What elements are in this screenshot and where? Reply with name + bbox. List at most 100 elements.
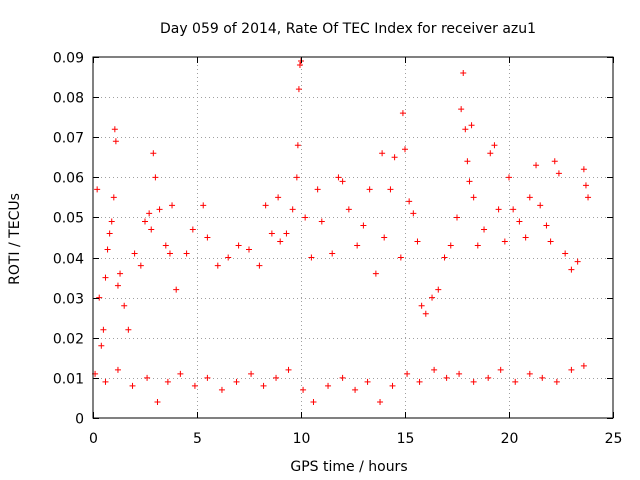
data-point: [481, 226, 488, 233]
data-point: [96, 294, 103, 301]
data-point: [414, 238, 421, 245]
data-point: [204, 234, 211, 241]
data-point: [462, 126, 469, 133]
data-point: [485, 374, 492, 381]
data-point: [325, 382, 332, 389]
data-point: [277, 238, 284, 245]
data-point: [364, 378, 371, 385]
x-axis-label: GPS time / hours: [290, 459, 407, 475]
data-point: [162, 242, 169, 249]
data-point: [491, 142, 498, 149]
data-point: [354, 242, 361, 249]
data-point: [121, 302, 128, 309]
data-point: [294, 142, 301, 149]
data-point: [533, 162, 540, 169]
data-point: [268, 230, 275, 237]
data-point: [416, 378, 423, 385]
data-point: [302, 214, 309, 221]
data-point: [352, 386, 359, 393]
data-point: [218, 386, 225, 393]
data-point: [406, 198, 413, 205]
data-point: [154, 398, 161, 405]
y-axis-label: ROTI / TECUs: [7, 193, 23, 285]
data-point: [273, 374, 280, 381]
data-point: [335, 174, 342, 181]
data-point: [173, 286, 180, 293]
data-point: [402, 146, 408, 153]
data-point: [300, 386, 307, 393]
data-point: [144, 374, 151, 381]
data-point: [296, 62, 303, 69]
data-point: [156, 206, 163, 213]
data-point: [574, 258, 581, 265]
data-point: [308, 254, 315, 261]
data-point: [389, 382, 396, 389]
data-point: [131, 250, 138, 257]
data-point: [150, 150, 157, 157]
data-point: [295, 86, 302, 93]
data-point: [102, 378, 109, 385]
data-point: [381, 234, 388, 241]
data-point: [256, 262, 263, 269]
data-point: [404, 370, 411, 377]
data-point: [289, 206, 296, 213]
x-tick-label: 5: [193, 431, 202, 447]
data-point: [512, 378, 519, 385]
data-point: [102, 274, 109, 281]
data-point: [379, 150, 386, 157]
data-point: [470, 194, 477, 201]
plot-frame: [92, 56, 614, 419]
y-axis-ticks: 0 0.01 0.02 0.03 0.04 0.05 0.06 0.07 0.08 0.09: [53, 51, 613, 428]
data-point: [454, 214, 460, 221]
data-point: [100, 326, 107, 333]
data-point: [431, 366, 438, 373]
data-point: [582, 182, 589, 189]
data-point: [177, 370, 184, 377]
data-point: [246, 246, 252, 253]
data-point: [104, 246, 111, 253]
data-point: [339, 178, 346, 185]
data-point: [114, 282, 121, 289]
data-point: [200, 202, 207, 209]
gridlines: [93, 57, 613, 418]
data-point: [506, 174, 512, 181]
data-point: [377, 398, 384, 405]
data-point: [460, 70, 467, 77]
data-point: [422, 310, 429, 317]
data-point: [262, 202, 269, 209]
data-point: [318, 218, 325, 225]
data-point: [562, 250, 569, 257]
data-point: [443, 374, 450, 381]
data-point: [148, 226, 155, 233]
data-point: [117, 270, 124, 277]
data-point: [293, 174, 300, 181]
data-point: [248, 370, 255, 377]
data-point: [360, 222, 367, 229]
data-point: [580, 362, 587, 369]
data-point: [580, 166, 587, 173]
data-point: [372, 270, 379, 277]
y-tick-label: 0.09: [53, 51, 84, 67]
data-point: [391, 154, 398, 161]
data-point: [191, 382, 198, 389]
x-tick-label: 15: [397, 431, 415, 447]
data-point: [539, 374, 546, 381]
data-point: [98, 342, 105, 349]
data-point: [111, 126, 118, 133]
data-point: [233, 378, 240, 385]
data-point: [275, 194, 282, 201]
data-point: [166, 250, 173, 257]
data-point: [108, 218, 115, 225]
data-point: [106, 230, 113, 237]
data-point: [510, 206, 517, 213]
data-point: [537, 202, 544, 209]
data-point: [146, 210, 153, 217]
data-point: [495, 206, 502, 213]
data-point: [387, 186, 394, 193]
data-point: [458, 106, 465, 113]
data-point: [474, 242, 481, 249]
data-point: [470, 378, 477, 385]
y-tick-label: 0.05: [53, 211, 84, 227]
data-point: [189, 226, 196, 233]
data-point: [339, 374, 346, 381]
